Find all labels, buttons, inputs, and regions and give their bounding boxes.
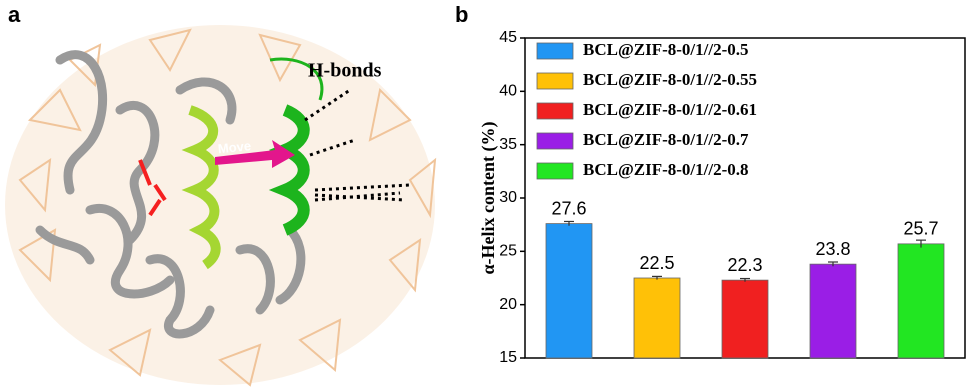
legend-swatch [536,42,574,60]
move-arrow [215,140,295,168]
legend-swatch [536,102,574,120]
bar [545,223,593,359]
y-tick-label: 40 [499,83,517,100]
legend-label: BCL@ZIF-8-0/1//2-0.61 [583,100,757,119]
legend-swatch [536,72,574,90]
legend-swatch [536,162,574,180]
h-bond-lines [304,88,411,202]
bar [809,263,857,359]
chart: b α-Helix content (%) 15 20 25 30 35 40 45 27.6… [455,2,966,366]
helix-light-green [181,105,221,270]
legend-label: BCL@ZIF-8-0/1//2-0.8 [583,160,749,179]
y-tick-label: 45 [499,29,517,46]
residues [138,159,167,217]
annotation: Move [217,138,252,156]
legend-label: BCL@ZIF-8-0/1//2-0.5 [583,40,749,59]
data-label: 23.8 [815,239,850,259]
y-axis-label: α-Helix content (%) [478,121,499,274]
data-label: 27.6 [551,198,586,218]
annotation: H-bonds [308,60,382,82]
y-tick-label: 30 [499,189,517,206]
legend-label: BCL@ZIF-8-0/1//2-0.7 [583,130,749,149]
data-label: 22.5 [639,253,674,273]
bar [897,243,945,359]
data-label: 22.3 [727,255,762,275]
framework-background [5,25,435,385]
legend-label: BCL@ZIF-8-0/1//2-0.55 [583,70,757,89]
y-tick-label: 25 [499,243,517,260]
legend-swatch [536,132,574,150]
data-label: 25.7 [903,219,938,239]
helix-green [268,57,324,236]
protein-ribbons [35,50,306,339]
panel-a-illustration: a H-bonds Move [5,2,437,387]
y-tick-label: 20 [499,296,517,313]
y-tick-label: 15 [499,349,517,366]
y-tick-label: 35 [499,136,517,153]
panel-label: a [8,2,21,27]
bar [633,277,681,359]
bar [721,279,769,359]
panel-label: b [455,2,468,27]
